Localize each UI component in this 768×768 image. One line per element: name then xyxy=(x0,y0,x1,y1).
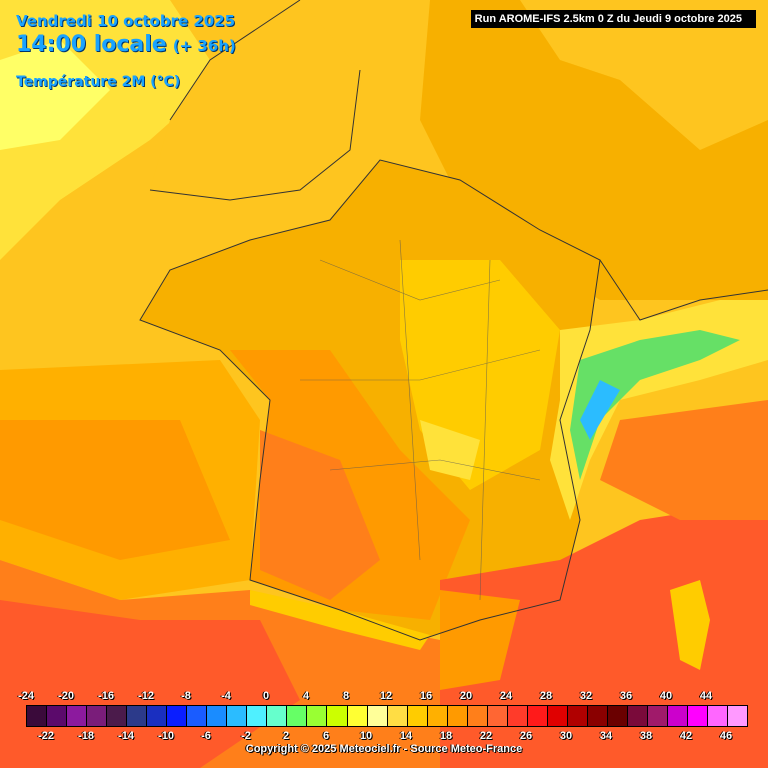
legend-swatch xyxy=(47,706,68,726)
legend-tick-label: 6 xyxy=(322,730,330,742)
legend-tick-label: 22 xyxy=(479,730,493,742)
coastline-france xyxy=(139,159,601,641)
legend-tick-label: -20 xyxy=(58,690,74,702)
legend-tick-label: 30 xyxy=(559,730,573,742)
legend-tick-label: 32 xyxy=(579,690,593,702)
copyright-text: Copyright © 2025 Meteociel.fr - Source M… xyxy=(245,743,523,755)
legend-tick-label: 46 xyxy=(719,730,733,742)
legend-tick-label: 4 xyxy=(302,690,310,702)
legend-swatch xyxy=(387,706,408,726)
biscay-warmer xyxy=(0,420,230,560)
legend-swatch xyxy=(267,706,288,726)
legend-tick-label: 10 xyxy=(359,730,373,742)
corsica xyxy=(670,580,710,670)
legend-swatch xyxy=(347,706,368,726)
legend-swatch xyxy=(607,706,628,726)
legend-swatch xyxy=(67,706,88,726)
legend-tick-label: 0 xyxy=(262,690,270,702)
legend-tick-label: 26 xyxy=(519,730,533,742)
legend-swatch xyxy=(227,706,248,726)
legend-swatch xyxy=(27,706,48,726)
legend-swatch xyxy=(247,706,268,726)
legend-tick-label: 38 xyxy=(639,730,653,742)
legend-tick-label: -4 xyxy=(221,690,231,702)
border-inner xyxy=(300,239,541,601)
legend-swatch xyxy=(507,706,528,726)
legend-swatch xyxy=(407,706,428,726)
legend-tick-label: 36 xyxy=(619,690,633,702)
legend-swatch xyxy=(427,706,448,726)
legend-tick-label: 12 xyxy=(379,690,393,702)
legend-swatch xyxy=(708,706,729,726)
legend-tick-label: -14 xyxy=(118,730,134,742)
legend-swatch xyxy=(688,706,709,726)
legend-swatch xyxy=(487,706,508,726)
legend-swatch xyxy=(167,706,188,726)
legend-swatch xyxy=(728,706,748,726)
legend-swatch xyxy=(447,706,468,726)
legend-swatch xyxy=(287,706,308,726)
land-uk xyxy=(150,0,360,200)
cool-north-germany xyxy=(520,0,768,150)
legend-swatch xyxy=(647,706,668,726)
legend-swatch xyxy=(147,706,168,726)
legend-swatch xyxy=(87,706,108,726)
mediterranean xyxy=(440,500,768,768)
hot-sw-france xyxy=(260,430,380,600)
legend-swatch xyxy=(107,706,128,726)
variable-title: Température 2M (°C) xyxy=(16,74,181,90)
forecast-time-value: 14:00 locale xyxy=(16,32,167,57)
legend-swatch xyxy=(207,706,228,726)
legend-swatch xyxy=(367,706,388,726)
legend-tick-label: -10 xyxy=(158,730,174,742)
alps-cyan xyxy=(580,380,620,440)
legend-swatch xyxy=(668,706,689,726)
legend-tick-label: 18 xyxy=(439,730,453,742)
pyrenees-cool xyxy=(250,590,430,650)
legend-tick-label: -6 xyxy=(201,730,211,742)
legend-tick-label: 20 xyxy=(459,690,473,702)
forecast-date: Vendredi 10 octobre 2025 xyxy=(16,12,236,30)
legend-tick-label: -16 xyxy=(98,690,114,702)
model-run-label: Run AROME-IFS 2.5km 0 Z du Jeudi 9 octob… xyxy=(470,10,756,28)
legend-tick-label: 14 xyxy=(399,730,413,742)
italy-hot xyxy=(600,400,768,520)
color-legend: -24 -20 -16 -12 -8 -4 0 4 8 12 16 20 24 28 32 36 40 44 -2… xyxy=(0,688,768,768)
coolest-zone-nw xyxy=(0,40,110,150)
legend-tick-label: 16 xyxy=(419,690,433,702)
legend-color-bar xyxy=(26,705,748,727)
coastline-uk xyxy=(149,0,361,201)
legend-tick-label: 24 xyxy=(499,690,513,702)
legend-tick-label: 34 xyxy=(599,730,613,742)
legend-swatch xyxy=(187,706,208,726)
legend-tick-label: -12 xyxy=(138,690,154,702)
legend-swatch xyxy=(127,706,148,726)
legend-swatch xyxy=(547,706,568,726)
legend-tick-label: 28 xyxy=(539,690,553,702)
legend-swatch xyxy=(587,706,608,726)
legend-swatch xyxy=(627,706,648,726)
border-alps xyxy=(599,259,768,321)
legend-tick-label: 2 xyxy=(282,730,290,742)
legend-tick-label: -18 xyxy=(78,730,94,742)
alps-green xyxy=(570,330,740,480)
forecast-lead-time: (+ 36h) xyxy=(172,37,236,55)
legend-tick-label: -22 xyxy=(38,730,54,742)
legend-tick-label: -8 xyxy=(181,690,191,702)
legend-swatch xyxy=(307,706,328,726)
legend-swatch xyxy=(567,706,588,726)
legend-tick-label: -24 xyxy=(18,690,34,702)
legend-swatch xyxy=(327,706,348,726)
legend-tick-label: 40 xyxy=(659,690,673,702)
forecast-time: 14:00 locale (+ 36h) xyxy=(16,32,236,57)
legend-swatch xyxy=(467,706,488,726)
legend-tick-label: 8 xyxy=(342,690,350,702)
legend-tick-label: -2 xyxy=(241,730,251,742)
legend-tick-label: 42 xyxy=(679,730,693,742)
legend-swatch xyxy=(527,706,548,726)
legend-tick-label: 44 xyxy=(699,690,713,702)
